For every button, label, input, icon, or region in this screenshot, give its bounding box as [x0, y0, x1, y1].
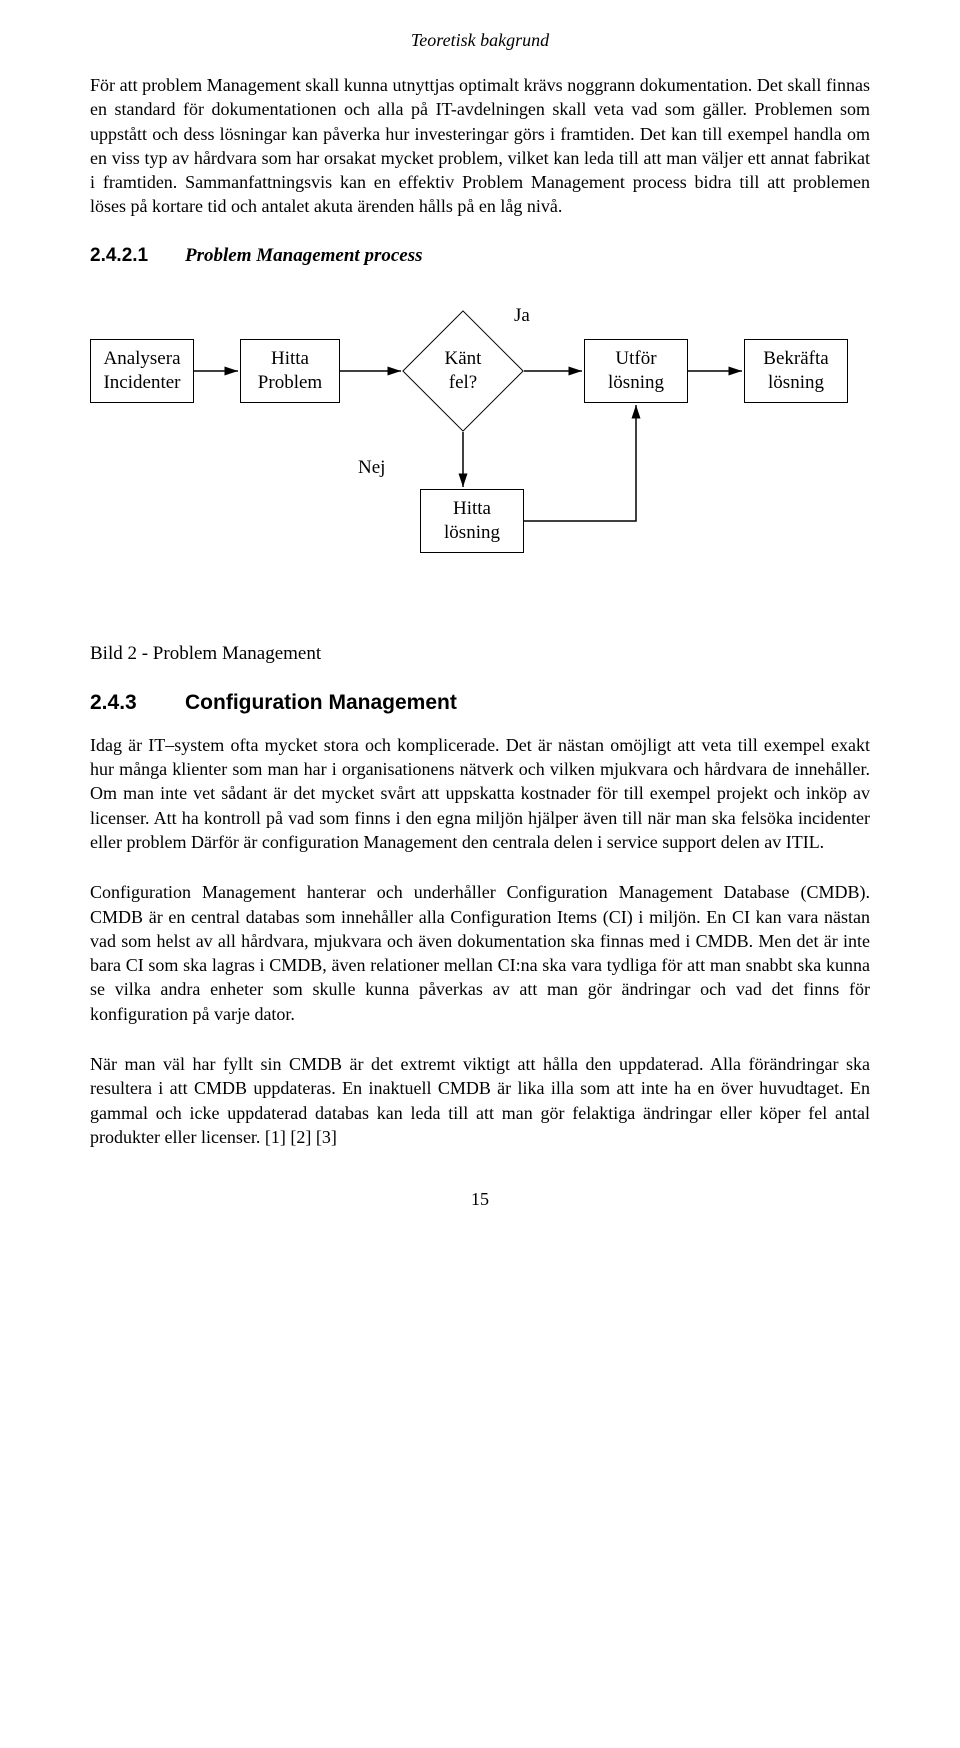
flow-node-hitta-problem: HittaProblem [240, 339, 340, 403]
flow-node-hitta-losning: Hittalösning [420, 489, 524, 553]
section-2421-title: Problem Management process [185, 245, 423, 267]
paragraph-4: När man väl har fyllt sin CMDB är det ex… [90, 1052, 870, 1149]
page-header: Teoretisk bakgrund [90, 30, 870, 51]
paragraph-1: För att problem Management skall kunna u… [90, 73, 870, 219]
figure-caption: Bild 2 - Problem Management [90, 643, 870, 665]
flow-edge-label-nej: Nej [358, 457, 385, 479]
section-243-num: 2.4.3 [90, 691, 185, 715]
flow-node-utfor: Utförlösning [584, 339, 688, 403]
section-2421-heading: 2.4.2.1 Problem Management process [90, 245, 870, 267]
flow-node-hitta-problem-label: HittaProblem [258, 347, 322, 395]
paragraph-3: Configuration Management hanterar och un… [90, 880, 870, 1026]
section-2421-num: 2.4.2.1 [90, 245, 185, 267]
flow-node-bekrafta-label: Bekräftalösning [763, 347, 828, 395]
flow-edge-label-ja: Ja [514, 305, 530, 327]
flowchart: AnalyseraIncidenter HittaProblem Käntfel… [90, 285, 870, 625]
flow-node-decision-label: Käntfel? [436, 347, 490, 395]
flow-node-hitta-losning-label: Hittalösning [444, 497, 500, 545]
section-243-heading: 2.4.3 Configuration Management [90, 691, 870, 715]
paragraph-2: Idag är IT–system ofta mycket stora och … [90, 733, 870, 854]
flow-node-utfor-label: Utförlösning [608, 347, 664, 395]
flow-node-analysera-label: AnalyseraIncidenter [103, 347, 180, 395]
flow-node-bekrafta: Bekräftalösning [744, 339, 848, 403]
section-243-title: Configuration Management [185, 691, 457, 715]
flow-node-analysera: AnalyseraIncidenter [90, 339, 194, 403]
page-number: 15 [90, 1189, 870, 1210]
